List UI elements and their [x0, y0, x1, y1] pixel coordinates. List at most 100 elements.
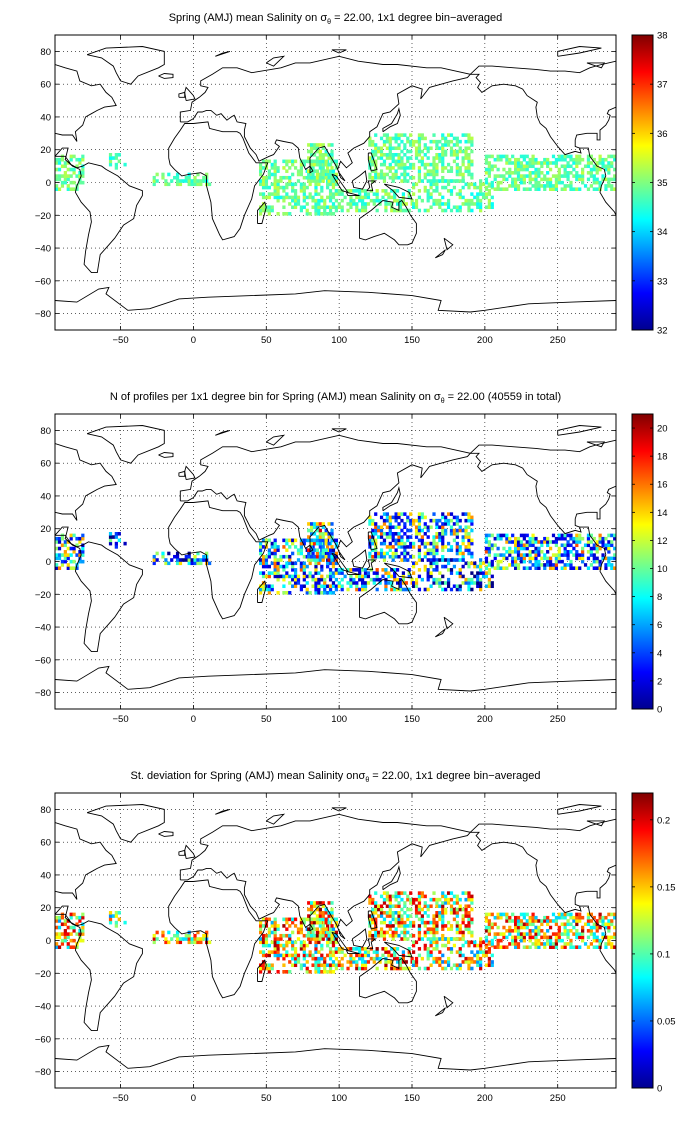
data-cell	[288, 581, 292, 585]
data-cell	[310, 166, 314, 170]
data-cell	[374, 538, 378, 543]
data-cell	[438, 535, 442, 539]
data-cell	[273, 185, 277, 190]
data-cell	[551, 945, 556, 949]
data-cell	[496, 157, 500, 162]
data-cell	[273, 195, 277, 200]
data-cell	[299, 564, 304, 569]
data-cell	[326, 172, 330, 177]
data-cell	[312, 522, 317, 526]
data-cell	[595, 177, 599, 182]
data-cell	[563, 533, 567, 538]
data-cell	[417, 532, 422, 536]
data-cell	[592, 938, 596, 943]
data-cell	[514, 919, 518, 923]
data-cell	[592, 536, 596, 541]
data-cell	[394, 927, 398, 931]
data-cell	[361, 966, 365, 971]
data-cell	[514, 935, 518, 940]
data-cell	[417, 159, 422, 164]
data-cell	[291, 947, 295, 951]
data-cell	[452, 564, 457, 569]
data-cell	[438, 571, 442, 575]
data-cell	[293, 584, 298, 589]
data-cell	[429, 172, 433, 177]
data-cell	[334, 584, 338, 589]
data-cell	[572, 546, 576, 551]
data-cell	[282, 591, 286, 595]
data-cell	[282, 195, 286, 200]
coastline	[215, 808, 231, 815]
data-cell	[282, 554, 286, 559]
data-cell	[566, 533, 570, 538]
data-cell	[327, 179, 331, 183]
y-tick-label: 80	[40, 47, 51, 58]
coastline	[469, 60, 616, 75]
data-cell	[429, 185, 433, 190]
data-cell	[406, 518, 410, 523]
data-cell	[314, 581, 318, 585]
data-cell	[273, 947, 277, 951]
data-cell	[429, 937, 433, 941]
data-cell	[575, 187, 579, 191]
data-cell	[307, 156, 311, 160]
data-cell	[446, 901, 451, 905]
data-cell	[387, 574, 391, 579]
data-cell	[291, 963, 295, 968]
data-cell	[328, 198, 333, 203]
data-cell	[534, 540, 538, 544]
data-cell	[307, 551, 311, 556]
data-cell	[267, 970, 271, 974]
data-cell	[317, 212, 321, 216]
data-cell	[470, 901, 474, 905]
data-cell	[441, 156, 445, 160]
data-cell	[417, 947, 422, 951]
data-cell	[285, 212, 289, 216]
data-cell	[276, 577, 280, 582]
data-cell	[406, 538, 410, 543]
data-cell	[259, 927, 263, 931]
data-cell	[569, 536, 573, 541]
data-cell	[60, 543, 65, 548]
data-cell	[391, 914, 395, 918]
data-cell	[610, 945, 614, 949]
data-cell	[502, 566, 506, 570]
data-cell	[296, 937, 301, 941]
data-cell	[291, 574, 295, 579]
coastline	[382, 107, 401, 133]
x-tick-label: 0	[191, 335, 196, 346]
data-cell	[423, 208, 427, 213]
data-cell	[607, 164, 611, 169]
data-cell	[267, 963, 271, 968]
data-cell	[69, 559, 73, 564]
data-cell	[404, 208, 408, 213]
data-cell	[363, 205, 368, 210]
data-cell	[458, 558, 462, 562]
data-cell	[285, 917, 289, 922]
data-cell	[522, 559, 526, 564]
data-cell	[317, 571, 321, 575]
data-cell	[484, 912, 489, 917]
data-cell	[537, 559, 541, 564]
data-cell	[487, 550, 491, 554]
data-cell	[467, 920, 471, 925]
data-cell	[320, 205, 324, 210]
data-cell	[534, 945, 538, 949]
data-cell	[412, 554, 416, 559]
data-cell	[566, 184, 570, 188]
data-cell	[575, 164, 579, 169]
data-cell	[446, 179, 451, 183]
data-cell	[479, 179, 483, 183]
data-cell	[575, 912, 579, 917]
data-cell	[375, 950, 379, 954]
data-cell	[446, 189, 451, 193]
data-cell	[315, 159, 320, 164]
data-cell	[514, 942, 518, 946]
data-cell	[438, 904, 442, 909]
data-cell	[493, 915, 497, 920]
data-cell	[374, 133, 378, 137]
data-cell	[467, 139, 471, 144]
data-cell	[391, 515, 395, 520]
data-cell	[285, 574, 289, 579]
data-cell	[302, 192, 306, 196]
